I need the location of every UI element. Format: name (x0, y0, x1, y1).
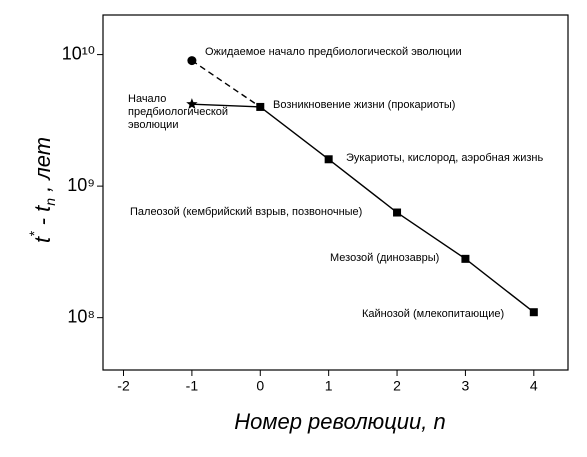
annotation: Начало (128, 93, 166, 105)
x-tick-label: -1 (186, 378, 199, 394)
y-axis-label: t* - tn , лет (26, 137, 58, 243)
point (393, 208, 402, 217)
x-tick-label: -2 (117, 378, 130, 394)
annotation: Возникновение жизни (прокариоты) (273, 99, 455, 111)
point (256, 102, 265, 111)
annotation: Ожидаемое начало предбиологической эволю… (205, 46, 462, 58)
y-tick-label: 10⁸ (67, 306, 95, 326)
x-tick-label: 4 (530, 378, 538, 394)
series-line (191, 103, 535, 313)
y-label-part: , лет (30, 137, 55, 198)
y-tick-label: 10⁹ (67, 175, 95, 195)
x-tick-label: 1 (325, 378, 333, 394)
annotation: Эукариоты, кислород, аэробная жизнь (346, 152, 544, 164)
series-line (191, 60, 261, 108)
annotation: Кайнозой (млекопитающие) (362, 308, 504, 320)
y-label-part: n (42, 198, 58, 206)
y-tick-label: 10¹⁰ (62, 43, 95, 63)
x-axis-label: Номер революции, n (234, 409, 445, 434)
point (529, 308, 538, 317)
point (186, 98, 198, 109)
point (461, 254, 470, 263)
y-label-part: - t (30, 205, 55, 232)
plot-frame (102, 14, 569, 371)
y-label-part: * (26, 231, 42, 237)
point (324, 155, 333, 164)
point (187, 56, 197, 66)
annotation: Палеозой (кембрийский взрыв, позвоночные… (130, 206, 362, 218)
y-label-part: t (30, 236, 55, 243)
annotation: предбиологической (128, 106, 228, 118)
annotation: Мезозой (динозавры) (330, 252, 439, 264)
x-tick-label: 2 (393, 378, 401, 394)
x-tick-label: 3 (462, 378, 470, 394)
x-tick-label: 0 (256, 378, 264, 394)
annotation: эволюции (128, 119, 178, 131)
